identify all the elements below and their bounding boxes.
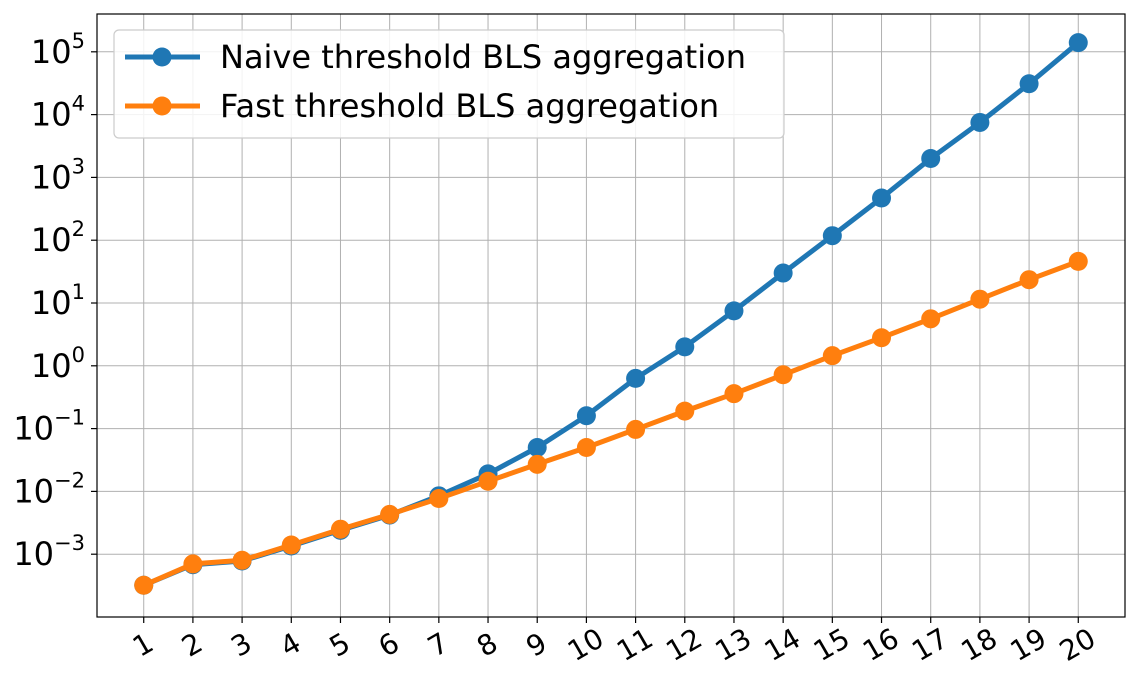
- y-tick-label: 10−2: [13, 468, 85, 510]
- data-point: [872, 188, 892, 208]
- data-point: [281, 535, 301, 555]
- plot-frame: [96, 13, 1126, 618]
- data-point: [921, 309, 941, 329]
- data-point: [330, 519, 350, 539]
- data-point: [1068, 251, 1088, 271]
- data-point: [1019, 74, 1039, 94]
- data-point: [773, 365, 793, 385]
- data-point: [626, 368, 646, 388]
- data-point: [527, 438, 547, 458]
- data-point: [478, 471, 498, 491]
- data-point: [921, 149, 941, 169]
- y-tick-label: 105: [31, 29, 85, 71]
- data-point: [1068, 33, 1088, 53]
- y-tick-label: 10−3: [13, 531, 85, 573]
- data-point: [724, 301, 744, 321]
- data-point: [773, 263, 793, 283]
- legend-entry: Fast threshold BLS aggregation: [125, 87, 719, 125]
- data-point: [429, 489, 449, 509]
- y-tick-label: 102: [31, 217, 85, 259]
- series-layer: [134, 33, 1088, 595]
- legend-marker: [152, 96, 172, 116]
- data-point: [822, 346, 842, 366]
- y-tick-label: 101: [31, 280, 85, 322]
- data-point: [183, 554, 203, 574]
- data-point: [970, 289, 990, 309]
- legend-label: Naive threshold BLS aggregation: [220, 38, 746, 76]
- data-point: [134, 575, 154, 595]
- legend-label: Fast threshold BLS aggregation: [220, 87, 719, 125]
- y-tick-label: 100: [31, 343, 85, 385]
- data-point: [576, 438, 596, 458]
- y-axis: 10−3 10−2 10−1 100 101 102 103 104 105: [13, 29, 97, 573]
- data-point: [675, 401, 695, 421]
- legend-marker: [152, 47, 172, 67]
- legend: Naive threshold BLS aggregation Fast thre…: [113, 29, 785, 139]
- data-point: [872, 328, 892, 348]
- series-2: [134, 251, 1088, 595]
- data-point: [822, 226, 842, 246]
- data-point: [232, 550, 252, 570]
- data-point: [724, 384, 744, 404]
- y-tick-label: 10−1: [13, 406, 85, 448]
- data-point: [527, 454, 547, 474]
- data-point: [626, 419, 646, 439]
- legend-box: [113, 29, 785, 139]
- y-tick-label: 104: [31, 92, 85, 134]
- data-point: [970, 112, 990, 132]
- data-point: [1019, 270, 1039, 290]
- data-point: [380, 504, 400, 524]
- y-tick-label: 103: [31, 154, 85, 196]
- data-point: [675, 337, 695, 357]
- legend-entry: Naive threshold BLS aggregation: [125, 38, 746, 76]
- data-point: [576, 406, 596, 426]
